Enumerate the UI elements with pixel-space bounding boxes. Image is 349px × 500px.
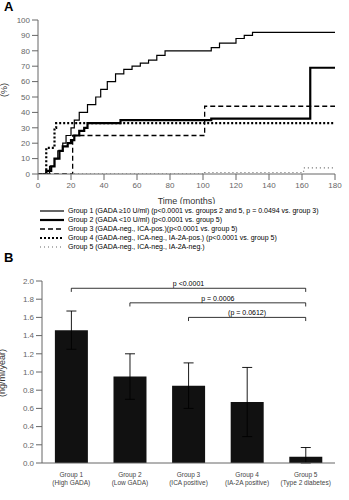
svg-text:50: 50 bbox=[21, 93, 30, 102]
svg-text:100: 100 bbox=[196, 181, 210, 190]
svg-text:0: 0 bbox=[26, 170, 31, 179]
svg-text:0.8: 0.8 bbox=[23, 386, 35, 395]
svg-text:0.6: 0.6 bbox=[23, 404, 35, 413]
html-text:Group 4 (GADA-neg., ICA-neg.,: Group 4 (GADA-neg., ICA-neg., IA-2A-pos.… bbox=[68, 234, 277, 241]
svg-text:20: 20 bbox=[21, 139, 30, 148]
svg-text:(p = 0.0612): (p = 0.0612) bbox=[228, 309, 266, 317]
svg-text:Group 1(High GADA): Group 1(High GADA) bbox=[52, 471, 90, 487]
svg-text:40: 40 bbox=[100, 181, 109, 190]
svg-text:Group 2(Low GADA): Group 2(Low GADA) bbox=[112, 471, 148, 487]
html-text:A: A bbox=[4, 0, 14, 14]
html-text:Group 5 (GADA-neg., ICA-neg.,: Group 5 (GADA-neg., ICA-neg., IA-2A-neg.… bbox=[68, 243, 205, 250]
svg-text:Group 3(ICA positive): Group 3(ICA positive) bbox=[169, 471, 208, 487]
svg-text:1.8: 1.8 bbox=[23, 295, 35, 304]
svg-text:2.0: 2.0 bbox=[23, 277, 35, 286]
svg-text:60: 60 bbox=[21, 77, 30, 86]
svg-text:90: 90 bbox=[21, 31, 30, 40]
svg-text:0.2: 0.2 bbox=[23, 441, 35, 450]
svg-text:20: 20 bbox=[67, 181, 76, 190]
svg-text:40: 40 bbox=[21, 108, 30, 117]
svg-text:180: 180 bbox=[328, 181, 342, 190]
svg-text:0: 0 bbox=[36, 181, 41, 190]
svg-text:30: 30 bbox=[21, 124, 30, 133]
svg-text:p = 0.0006: p = 0.0006 bbox=[201, 295, 234, 303]
svg-text:0.4: 0.4 bbox=[23, 422, 35, 431]
svg-text:120: 120 bbox=[229, 181, 243, 190]
html-text:Group 1 (GADA ≥10 U/ml) (p<0.0: Group 1 (GADA ≥10 U/ml) (p<0.0001 vs. gr… bbox=[68, 207, 319, 214]
svg-text:10: 10 bbox=[21, 154, 30, 163]
svg-text:60: 60 bbox=[133, 181, 142, 190]
svg-text:(%): (%) bbox=[0, 83, 9, 97]
svg-text:100: 100 bbox=[17, 16, 31, 25]
svg-text:p <0.0001: p <0.0001 bbox=[173, 280, 204, 288]
svg-text:1.0: 1.0 bbox=[23, 368, 35, 377]
html-text:B: B bbox=[4, 250, 14, 265]
svg-text:80: 80 bbox=[21, 47, 30, 56]
svg-text:Time (months): Time (months) bbox=[158, 196, 216, 204]
svg-text:140: 140 bbox=[262, 181, 276, 190]
html-text:Group 2 (GADA <10 U/ml) (p<0.0: Group 2 (GADA <10 U/ml) (p<0.0001 vs. gr… bbox=[68, 216, 223, 223]
svg-text:Group 5(Type 2 diabetes): Group 5(Type 2 diabetes) bbox=[281, 471, 331, 487]
svg-text:0.0: 0.0 bbox=[23, 459, 35, 468]
svg-text:1.6: 1.6 bbox=[23, 313, 35, 322]
svg-text:(ng/ml/year): (ng/ml/year) bbox=[0, 349, 7, 397]
svg-text:1.4: 1.4 bbox=[23, 331, 35, 340]
html-text:Group 3 (GADA-neg., ICA-pos.)(: Group 3 (GADA-neg., ICA-pos.)(p<0.0001 v… bbox=[68, 225, 238, 232]
svg-text:160: 160 bbox=[295, 181, 309, 190]
svg-text:70: 70 bbox=[21, 62, 30, 71]
svg-text:1.2: 1.2 bbox=[23, 350, 35, 359]
svg-text:80: 80 bbox=[166, 181, 175, 190]
svg-text:Group 4(IA-2A positive): Group 4(IA-2A positive) bbox=[225, 471, 269, 487]
